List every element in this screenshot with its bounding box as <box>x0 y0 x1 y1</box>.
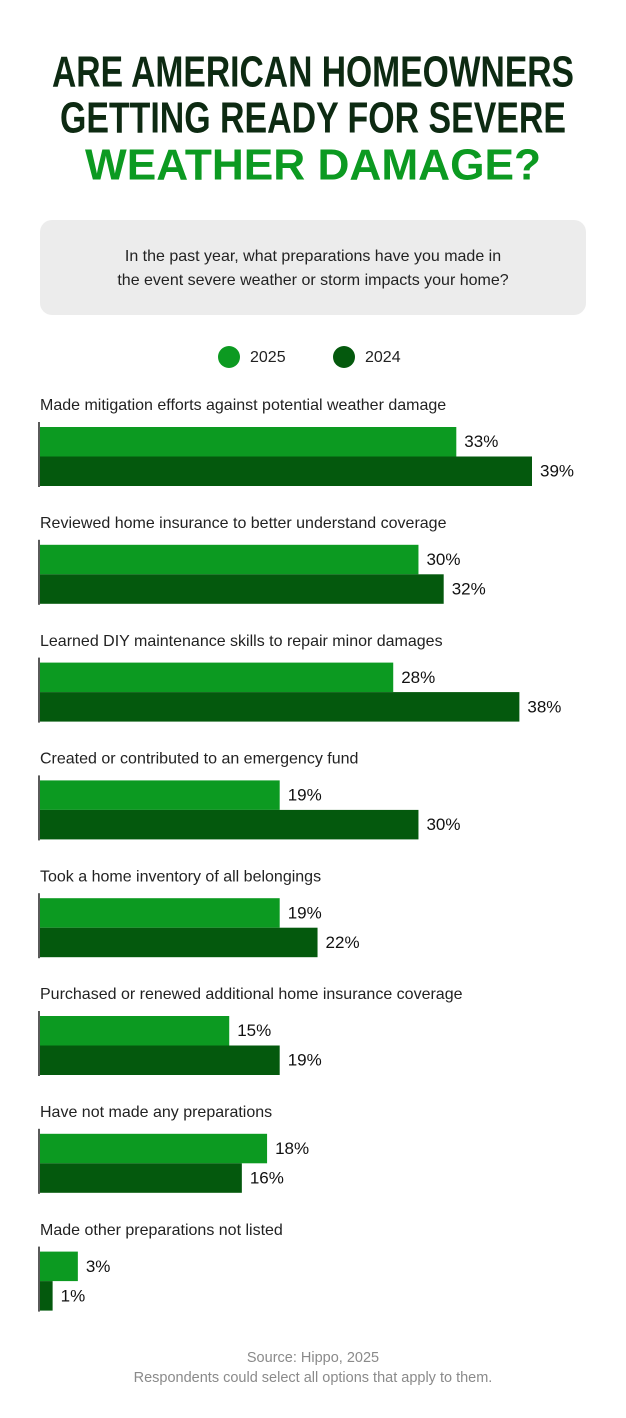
legend-label: 2024 <box>365 349 401 366</box>
legend-swatch <box>333 346 355 368</box>
bar <box>40 1163 242 1193</box>
category-label: Learned DIY maintenance skills to repair… <box>40 633 443 650</box>
value-label: 19% <box>288 903 322 922</box>
value-label: 39% <box>540 462 574 481</box>
bar <box>40 927 318 958</box>
bar <box>40 898 280 928</box>
bar <box>40 427 457 457</box>
value-label: 16% <box>250 1169 284 1188</box>
value-label: 30% <box>426 550 460 569</box>
question-text: In the past year, what preparations have… <box>125 248 501 265</box>
bar <box>40 1016 230 1046</box>
value-label: 30% <box>426 815 460 834</box>
value-label: 32% <box>452 580 486 599</box>
value-label: 1% <box>61 1286 86 1305</box>
category-label: Made mitigation efforts against potentia… <box>40 397 446 414</box>
footnote: Respondents could select all options tha… <box>134 1370 493 1386</box>
title-line: GETTING READY FOR SEVERE <box>60 94 566 143</box>
category-label: Took a home inventory of all belongings <box>40 868 321 885</box>
question-text: the event severe weather or storm impact… <box>117 272 508 289</box>
value-label: 19% <box>288 786 322 805</box>
title-line: WEATHER DAMAGE? <box>85 141 541 190</box>
category-label: Purchased or renewed additional home ins… <box>40 986 463 1003</box>
bar <box>40 1251 78 1282</box>
bar <box>40 456 532 486</box>
value-label: 28% <box>401 668 435 687</box>
bar <box>40 662 394 693</box>
category-label: Have not made any preparations <box>40 1104 272 1121</box>
bar <box>40 1281 53 1311</box>
bar <box>40 780 280 810</box>
value-label: 33% <box>464 432 498 451</box>
bar <box>40 1045 280 1075</box>
category-label: Created or contributed to an emergency f… <box>40 751 358 768</box>
legend-label: 2025 <box>250 349 286 366</box>
bar <box>40 1133 268 1164</box>
title-line: ARE AMERICAN HOMEOWNERS <box>52 48 574 97</box>
question-box <box>40 220 586 315</box>
bar <box>40 574 444 604</box>
value-label: 18% <box>275 1139 309 1158</box>
value-label: 19% <box>288 1051 322 1070</box>
value-label: 3% <box>86 1257 111 1276</box>
value-label: 15% <box>237 1021 271 1040</box>
bar <box>40 809 419 840</box>
category-label: Made other preparations not listed <box>40 1222 283 1239</box>
category-label: Reviewed home insurance to better unders… <box>40 515 447 532</box>
footnote: Source: Hippo, 2025 <box>247 1350 379 1366</box>
legend-swatch <box>218 346 240 368</box>
value-label: 22% <box>326 933 360 952</box>
value-label: 38% <box>527 697 561 716</box>
bar <box>40 544 419 575</box>
bar <box>40 692 520 722</box>
